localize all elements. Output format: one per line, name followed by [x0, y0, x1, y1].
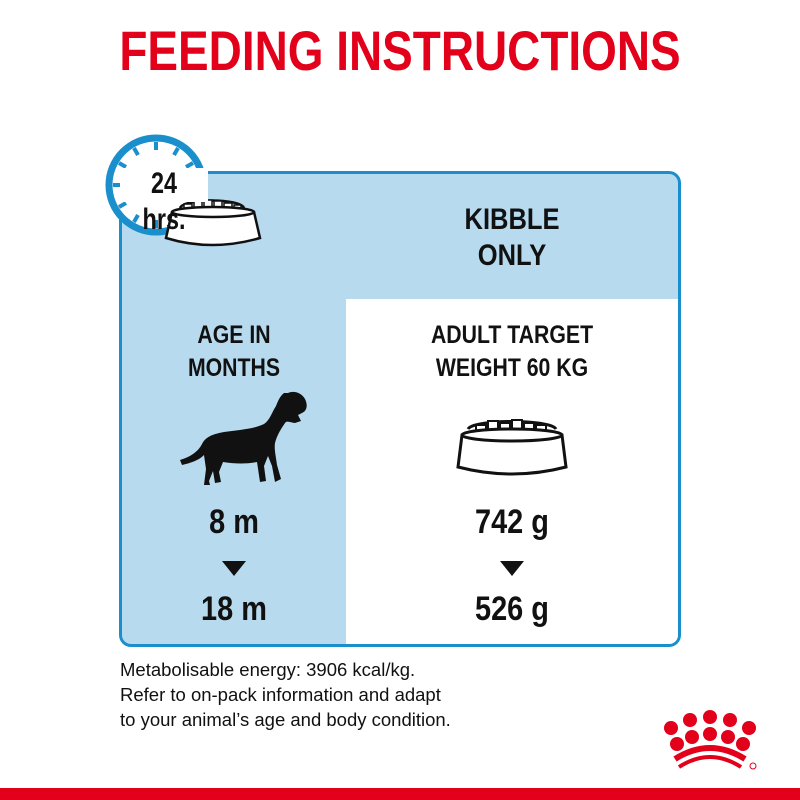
page-title: FEEDING INSTRUCTIONS: [119, 19, 681, 82]
age-header-line: AGE IN: [197, 321, 271, 349]
weight-header: ADULT TARGET WEIGHT 60 KG: [371, 319, 653, 385]
note-line: Metabolisable energy: 3906 kcal/kg.: [120, 659, 416, 680]
amount-to: 526 g: [475, 590, 549, 628]
dog-icon: [180, 391, 307, 485]
age-from: 8 m: [209, 503, 259, 541]
age-header-line: MONTHS: [187, 354, 281, 382]
feeding-notes: Metabolisable energy: 3906 kcal/kg. Refe…: [120, 657, 451, 732]
age-header: AGE IN MONTHS: [139, 319, 329, 385]
arrow-down-icon: [222, 561, 246, 576]
kibble-header-line: ONLY: [477, 239, 547, 272]
clock-label: 24 hrs.: [142, 167, 186, 236]
note-line: Refer to on-pack information and adapt: [120, 684, 441, 705]
amount-from: 742 g: [475, 503, 549, 541]
age-to: 18 m: [201, 590, 267, 628]
note-line: to your animal’s age and body condition.: [120, 709, 451, 730]
feeding-table: KIBBLE ONLY AGE IN MONTHS ADULT TARGET W…: [119, 171, 681, 647]
kibble-bowl-icon: [456, 419, 568, 476]
royal-canin-logo: [664, 710, 757, 770]
brand-red-bar: [0, 788, 800, 800]
arrow-down-icon: [500, 561, 524, 576]
kibble-header-line: KIBBLE: [464, 203, 560, 236]
weight-header-line: ADULT TARGET: [430, 321, 594, 349]
weight-header-line: WEIGHT 60 KG: [435, 354, 589, 382]
kibble-header: KIBBLE ONLY: [371, 202, 653, 274]
